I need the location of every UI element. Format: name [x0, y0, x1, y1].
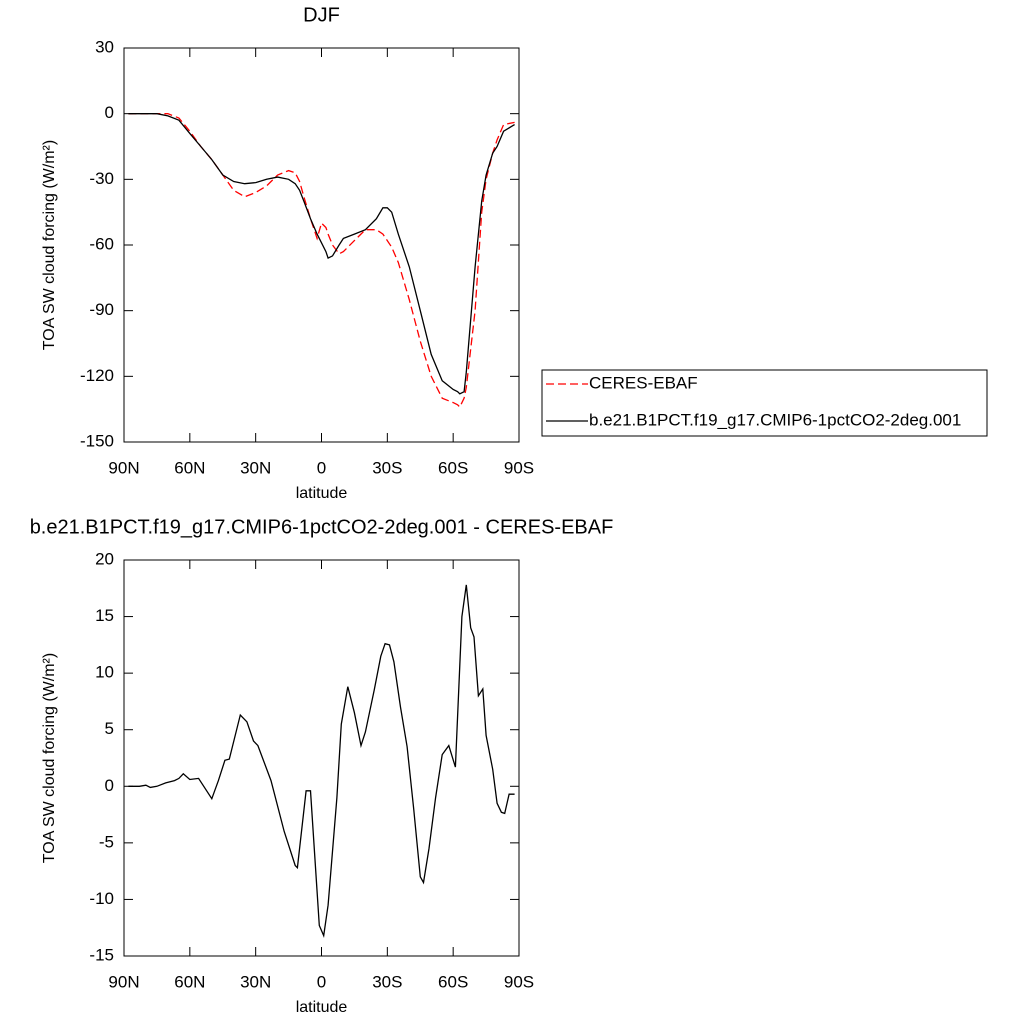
x-tick-label: 30N: [240, 972, 271, 991]
chart-title: b.e21.B1PCT.f19_g17.CMIP6-1pctCO2-2deg.0…: [30, 516, 614, 538]
plot-frame: [123, 47, 520, 443]
y-tick-label: -10: [89, 889, 114, 908]
y-tick-label: -60: [89, 234, 114, 253]
x-tick-label: 90S: [504, 972, 534, 991]
x-axis-label: latitude: [296, 999, 348, 1016]
data-line: [128, 113, 515, 395]
y-tick-label: -30: [89, 169, 114, 188]
y-tick-label: 30: [95, 37, 114, 56]
x-tick-label: 30S: [372, 458, 402, 477]
x-tick-label: 60N: [174, 972, 205, 991]
y-axis-label: TOA SW cloud forcing (W/m²): [41, 653, 58, 863]
y-tick-label: -15: [89, 945, 114, 964]
plot-frame: [123, 559, 520, 957]
x-tick-label: 30S: [372, 972, 402, 991]
legend-label: b.e21.B1PCT.f19_g17.CMIP6-1pctCO2-2deg.0…: [589, 410, 961, 429]
x-tick-label: 0: [317, 458, 326, 477]
y-tick-label: -5: [99, 832, 114, 851]
chart-title: DJF: [303, 4, 340, 26]
y-tick-label: -150: [80, 431, 114, 450]
legend-box: [541, 369, 988, 437]
x-tick-label: 30N: [240, 458, 271, 477]
y-axis-label: TOA SW cloud forcing (W/m²): [41, 140, 58, 350]
data-line: [128, 113, 515, 409]
y-tick-label: 15: [95, 606, 114, 625]
data-line: [128, 584, 515, 938]
x-tick-label: 60S: [438, 458, 468, 477]
y-tick-label: 0: [105, 103, 114, 122]
y-tick-label: 20: [95, 549, 114, 568]
legend-label: CERES-EBAF: [589, 373, 698, 392]
x-tick-label: 90S: [504, 458, 534, 477]
y-tick-label: -120: [80, 366, 114, 385]
x-tick-label: 60S: [438, 972, 468, 991]
y-tick-label: 0: [105, 776, 114, 795]
x-axis-label: latitude: [296, 485, 348, 502]
y-tick-label: 5: [105, 719, 114, 738]
y-tick-label: -90: [89, 300, 114, 319]
x-tick-label: 90N: [108, 972, 139, 991]
x-tick-label: 90N: [108, 458, 139, 477]
y-tick-label: 10: [95, 663, 114, 682]
x-tick-label: 0: [317, 972, 326, 991]
x-tick-label: 60N: [174, 458, 205, 477]
